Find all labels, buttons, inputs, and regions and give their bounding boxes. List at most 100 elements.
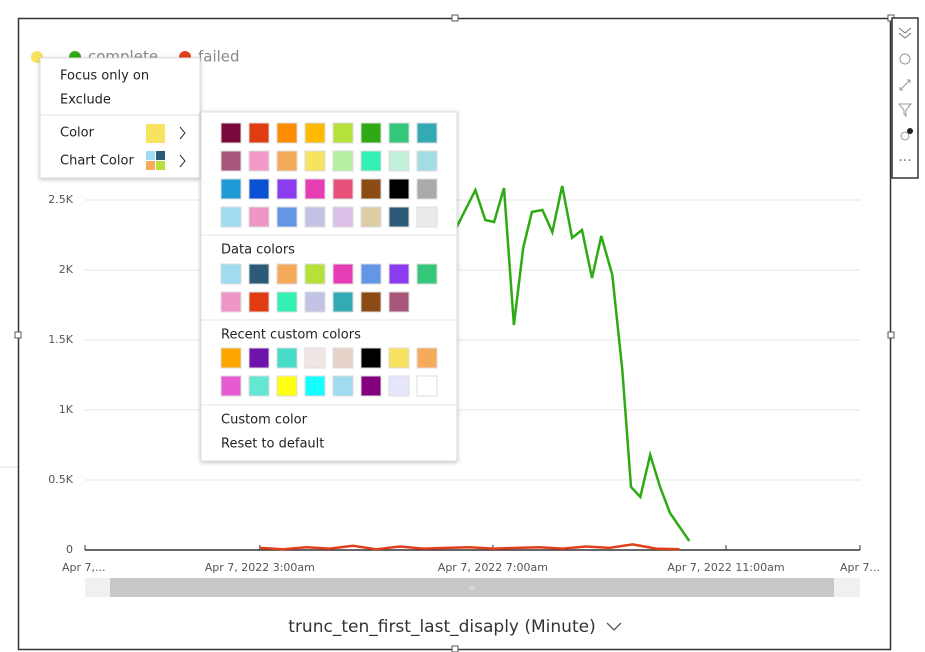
color-swatch[interactable]: [220, 263, 242, 285]
color-swatch[interactable]: [220, 122, 242, 144]
color-swatch[interactable]: [388, 347, 410, 369]
color-swatch[interactable]: [388, 263, 410, 285]
color-swatch[interactable]: [416, 206, 438, 228]
axis-dropdown-icon[interactable]: [606, 622, 622, 631]
y-tick-label: 0: [66, 543, 73, 556]
color-swatch[interactable]: [248, 347, 270, 369]
submenu-arrow: [179, 154, 186, 168]
color-swatch[interactable]: [276, 122, 298, 144]
color-swatch[interactable]: [304, 347, 326, 369]
color-swatch[interactable]: [276, 178, 298, 200]
color-swatch[interactable]: [416, 375, 438, 397]
color-swatch[interactable]: [276, 150, 298, 172]
color-swatch[interactable]: [276, 291, 298, 313]
section-title: Data colors: [221, 243, 295, 258]
color-swatch[interactable]: [304, 178, 326, 200]
color-swatch[interactable]: [220, 150, 242, 172]
color-swatch[interactable]: [416, 263, 438, 285]
x-tick-label: Apr 7,...: [62, 561, 106, 574]
color-swatch[interactable]: [332, 263, 354, 285]
menu-panel: [200, 111, 458, 462]
color-swatch[interactable]: [276, 206, 298, 228]
more-icon[interactable]: ···: [898, 153, 911, 169]
color-swatch[interactable]: [332, 375, 354, 397]
color-swatch[interactable]: [332, 178, 354, 200]
color-swatch[interactable]: [220, 347, 242, 369]
menu-item[interactable]: Custom color: [221, 413, 308, 428]
color-swatch[interactable]: [248, 263, 270, 285]
color-swatch[interactable]: [332, 206, 354, 228]
color-swatch[interactable]: [276, 263, 298, 285]
scroll-grip: =: [468, 583, 476, 594]
color-swatch[interactable]: [416, 178, 438, 200]
color-swatch[interactable]: [248, 291, 270, 313]
color-swatch[interactable]: [248, 150, 270, 172]
y-tick-label: 2K: [59, 263, 74, 276]
color-swatch[interactable]: [388, 122, 410, 144]
color-swatch[interactable]: [416, 347, 438, 369]
color-swatch[interactable]: [388, 178, 410, 200]
menu-item[interactable]: Exclude: [60, 93, 111, 108]
color-swatch[interactable]: [332, 347, 354, 369]
color-swatch[interactable]: [248, 206, 270, 228]
color-swatch[interactable]: [332, 150, 354, 172]
x-tick-label: Apr 7, 2022 7:00am: [438, 561, 548, 574]
color-swatch[interactable]: [388, 291, 410, 313]
submenu-arrow: [179, 126, 186, 140]
color-preview: [146, 124, 165, 143]
menu-item[interactable]: Chart Color: [60, 154, 134, 169]
toolbar: ···: [891, 17, 919, 179]
color-swatch[interactable]: [220, 206, 242, 228]
color-swatch[interactable]: [276, 347, 298, 369]
settings-icon[interactable]: [899, 53, 911, 65]
color-swatch[interactable]: [220, 291, 242, 313]
insight-icon[interactable]: [900, 131, 910, 141]
color-swatch[interactable]: [304, 291, 326, 313]
color-swatch[interactable]: [248, 122, 270, 144]
color-swatch[interactable]: [304, 375, 326, 397]
color-swatch[interactable]: [360, 375, 382, 397]
color-swatch[interactable]: [360, 347, 382, 369]
y-tick-label: 1K: [59, 403, 74, 416]
color-swatch[interactable]: [360, 291, 382, 313]
context-menu: Focus only on Exclude Color Chart Color: [39, 57, 201, 179]
color-swatch[interactable]: [304, 150, 326, 172]
y-tick-label: 0.5K: [48, 473, 73, 486]
color-swatch[interactable]: [220, 375, 242, 397]
color-swatch[interactable]: [360, 263, 382, 285]
color-swatch[interactable]: [360, 122, 382, 144]
expand-icon[interactable]: [899, 79, 911, 91]
color-swatch[interactable]: [388, 150, 410, 172]
filter-icon[interactable]: [897, 103, 913, 118]
color-swatch[interactable]: [332, 291, 354, 313]
color-swatch[interactable]: [360, 150, 382, 172]
scrollbar-thumb[interactable]: [110, 578, 834, 597]
y-tick-label: 1.5K: [48, 333, 73, 346]
collapse-icon[interactable]: [898, 27, 912, 39]
color-swatch[interactable]: [304, 263, 326, 285]
menu-item[interactable]: Focus only on: [60, 69, 149, 84]
menu-item[interactable]: Color: [60, 126, 95, 141]
color-swatch[interactable]: [416, 122, 438, 144]
color-swatch[interactable]: [248, 178, 270, 200]
color-swatch[interactable]: [388, 375, 410, 397]
series-line: [438, 185, 691, 542]
chart-color-icon: [146, 151, 165, 170]
color-swatch[interactable]: [220, 178, 242, 200]
color-menu: Data colors Recent custom colors Custom …: [200, 111, 458, 462]
color-swatch[interactable]: [332, 122, 354, 144]
color-swatch[interactable]: [416, 150, 438, 172]
x-tick-label: Apr 7...: [840, 561, 880, 574]
color-swatch[interactable]: [360, 206, 382, 228]
color-swatch[interactable]: [304, 122, 326, 144]
color-swatch[interactable]: [276, 375, 298, 397]
menu-item[interactable]: Reset to default: [221, 437, 324, 452]
color-swatch[interactable]: [360, 178, 382, 200]
x-tick-label: Apr 7, 2022 3:00am: [205, 561, 315, 574]
color-swatch[interactable]: [388, 206, 410, 228]
legend-label[interactable]: failed: [198, 48, 240, 66]
x-axis-title[interactable]: trunc_ten_first_last_disaply (Minute): [288, 617, 595, 637]
color-swatch[interactable]: [304, 206, 326, 228]
color-swatch[interactable]: [248, 375, 270, 397]
